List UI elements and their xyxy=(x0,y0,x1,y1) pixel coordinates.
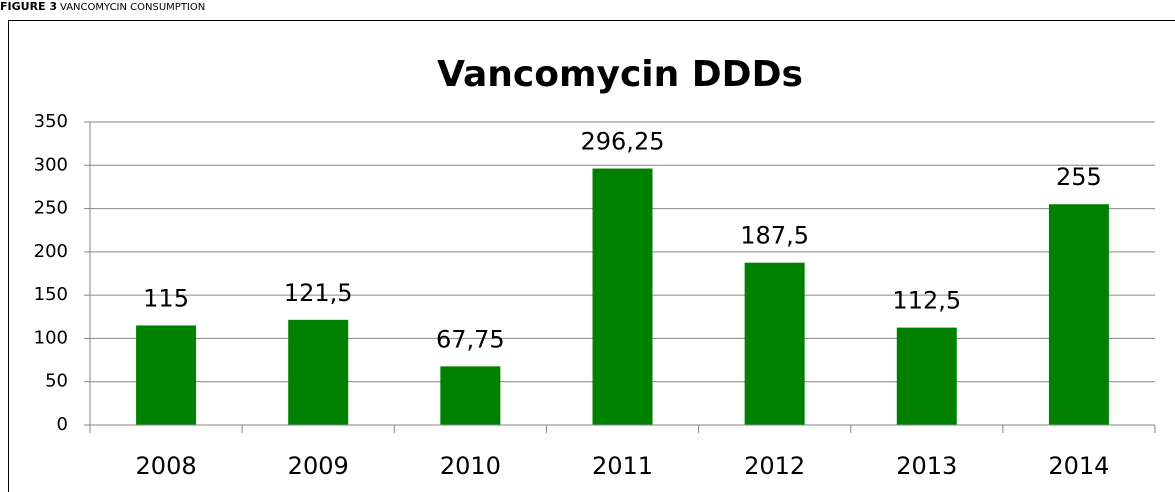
x-tick-label: 2011 xyxy=(592,452,653,480)
bar xyxy=(288,319,349,425)
value-label: 255 xyxy=(1056,163,1102,191)
x-tick-label: 2014 xyxy=(1048,452,1109,480)
bar xyxy=(136,325,197,425)
chart-title: Vancomycin DDDs xyxy=(437,54,803,95)
y-tick-label: 0 xyxy=(57,414,68,435)
value-label: 187,5 xyxy=(740,222,809,250)
y-tick-label: 250 xyxy=(34,198,68,219)
value-label: 121,5 xyxy=(284,279,353,307)
bar xyxy=(592,168,653,425)
x-tick-label: 2012 xyxy=(744,452,805,480)
y-tick-label: 150 xyxy=(34,284,68,305)
value-label: 67,75 xyxy=(436,325,505,353)
value-label: 112,5 xyxy=(892,287,961,315)
caption-label: FIGURE 3 xyxy=(0,0,57,13)
x-tick-label: 2010 xyxy=(440,452,501,480)
bar xyxy=(896,327,957,425)
x-tick-label: 2013 xyxy=(896,452,957,480)
y-tick-label: 100 xyxy=(34,327,68,348)
bar xyxy=(440,366,501,425)
value-label: 296,25 xyxy=(581,128,665,156)
y-tick-label: 350 xyxy=(34,111,68,132)
bar xyxy=(1048,204,1109,425)
chart-border xyxy=(8,20,1175,492)
caption-text: VANCOMYCIN CONSUMPTION xyxy=(60,2,205,13)
x-tick-label: 2009 xyxy=(288,452,349,480)
y-tick-label: 300 xyxy=(34,154,68,175)
x-tick-label: 2008 xyxy=(136,452,197,480)
value-label: 115 xyxy=(143,284,189,312)
bar xyxy=(744,262,805,425)
y-tick-label: 200 xyxy=(34,241,68,262)
y-tick-label: 50 xyxy=(45,371,68,392)
